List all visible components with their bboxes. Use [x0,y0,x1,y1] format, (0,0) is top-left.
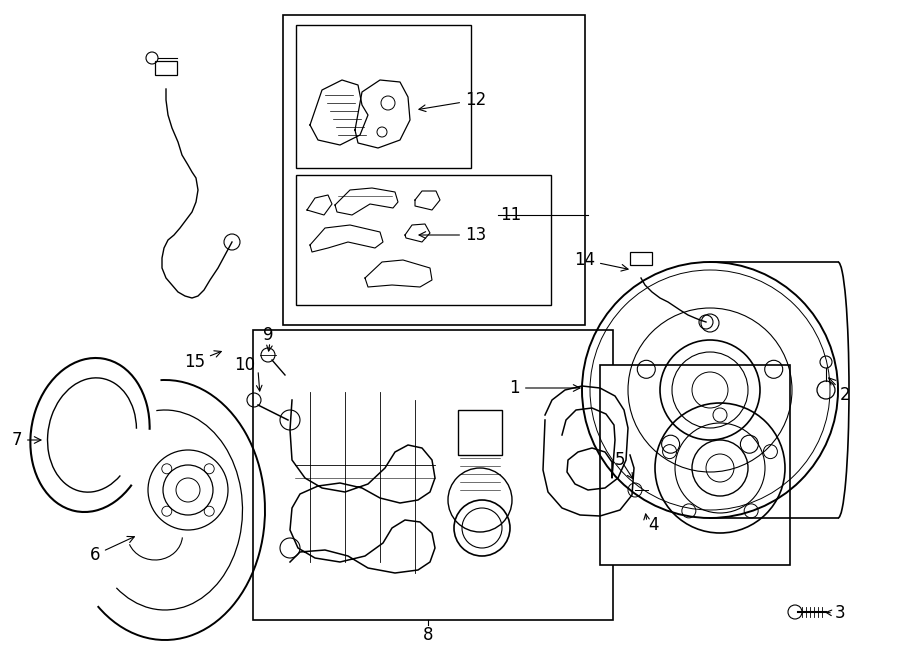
Bar [296,175,551,305]
Text: 4: 4 [648,516,659,534]
Bar [253,330,613,620]
Text: 10: 10 [234,356,255,374]
Text: 3: 3 [835,604,846,622]
Text: 13: 13 [419,226,486,244]
Text: 14: 14 [574,251,628,271]
Text: 2: 2 [829,378,850,404]
Text: 11: 11 [500,206,521,224]
Circle shape [176,478,200,502]
Text: 5: 5 [615,451,626,469]
Text: 15: 15 [184,351,221,371]
Bar [630,252,652,265]
Bar [600,365,790,565]
Text: 1: 1 [509,379,580,397]
Bar [458,410,502,455]
Bar [283,15,585,325]
Text: 6: 6 [89,537,134,564]
Bar [155,61,177,75]
Text: 12: 12 [419,91,486,112]
Text: 8: 8 [423,626,433,644]
Bar [296,25,471,168]
Text: 9: 9 [263,326,274,344]
Text: 7: 7 [12,431,41,449]
